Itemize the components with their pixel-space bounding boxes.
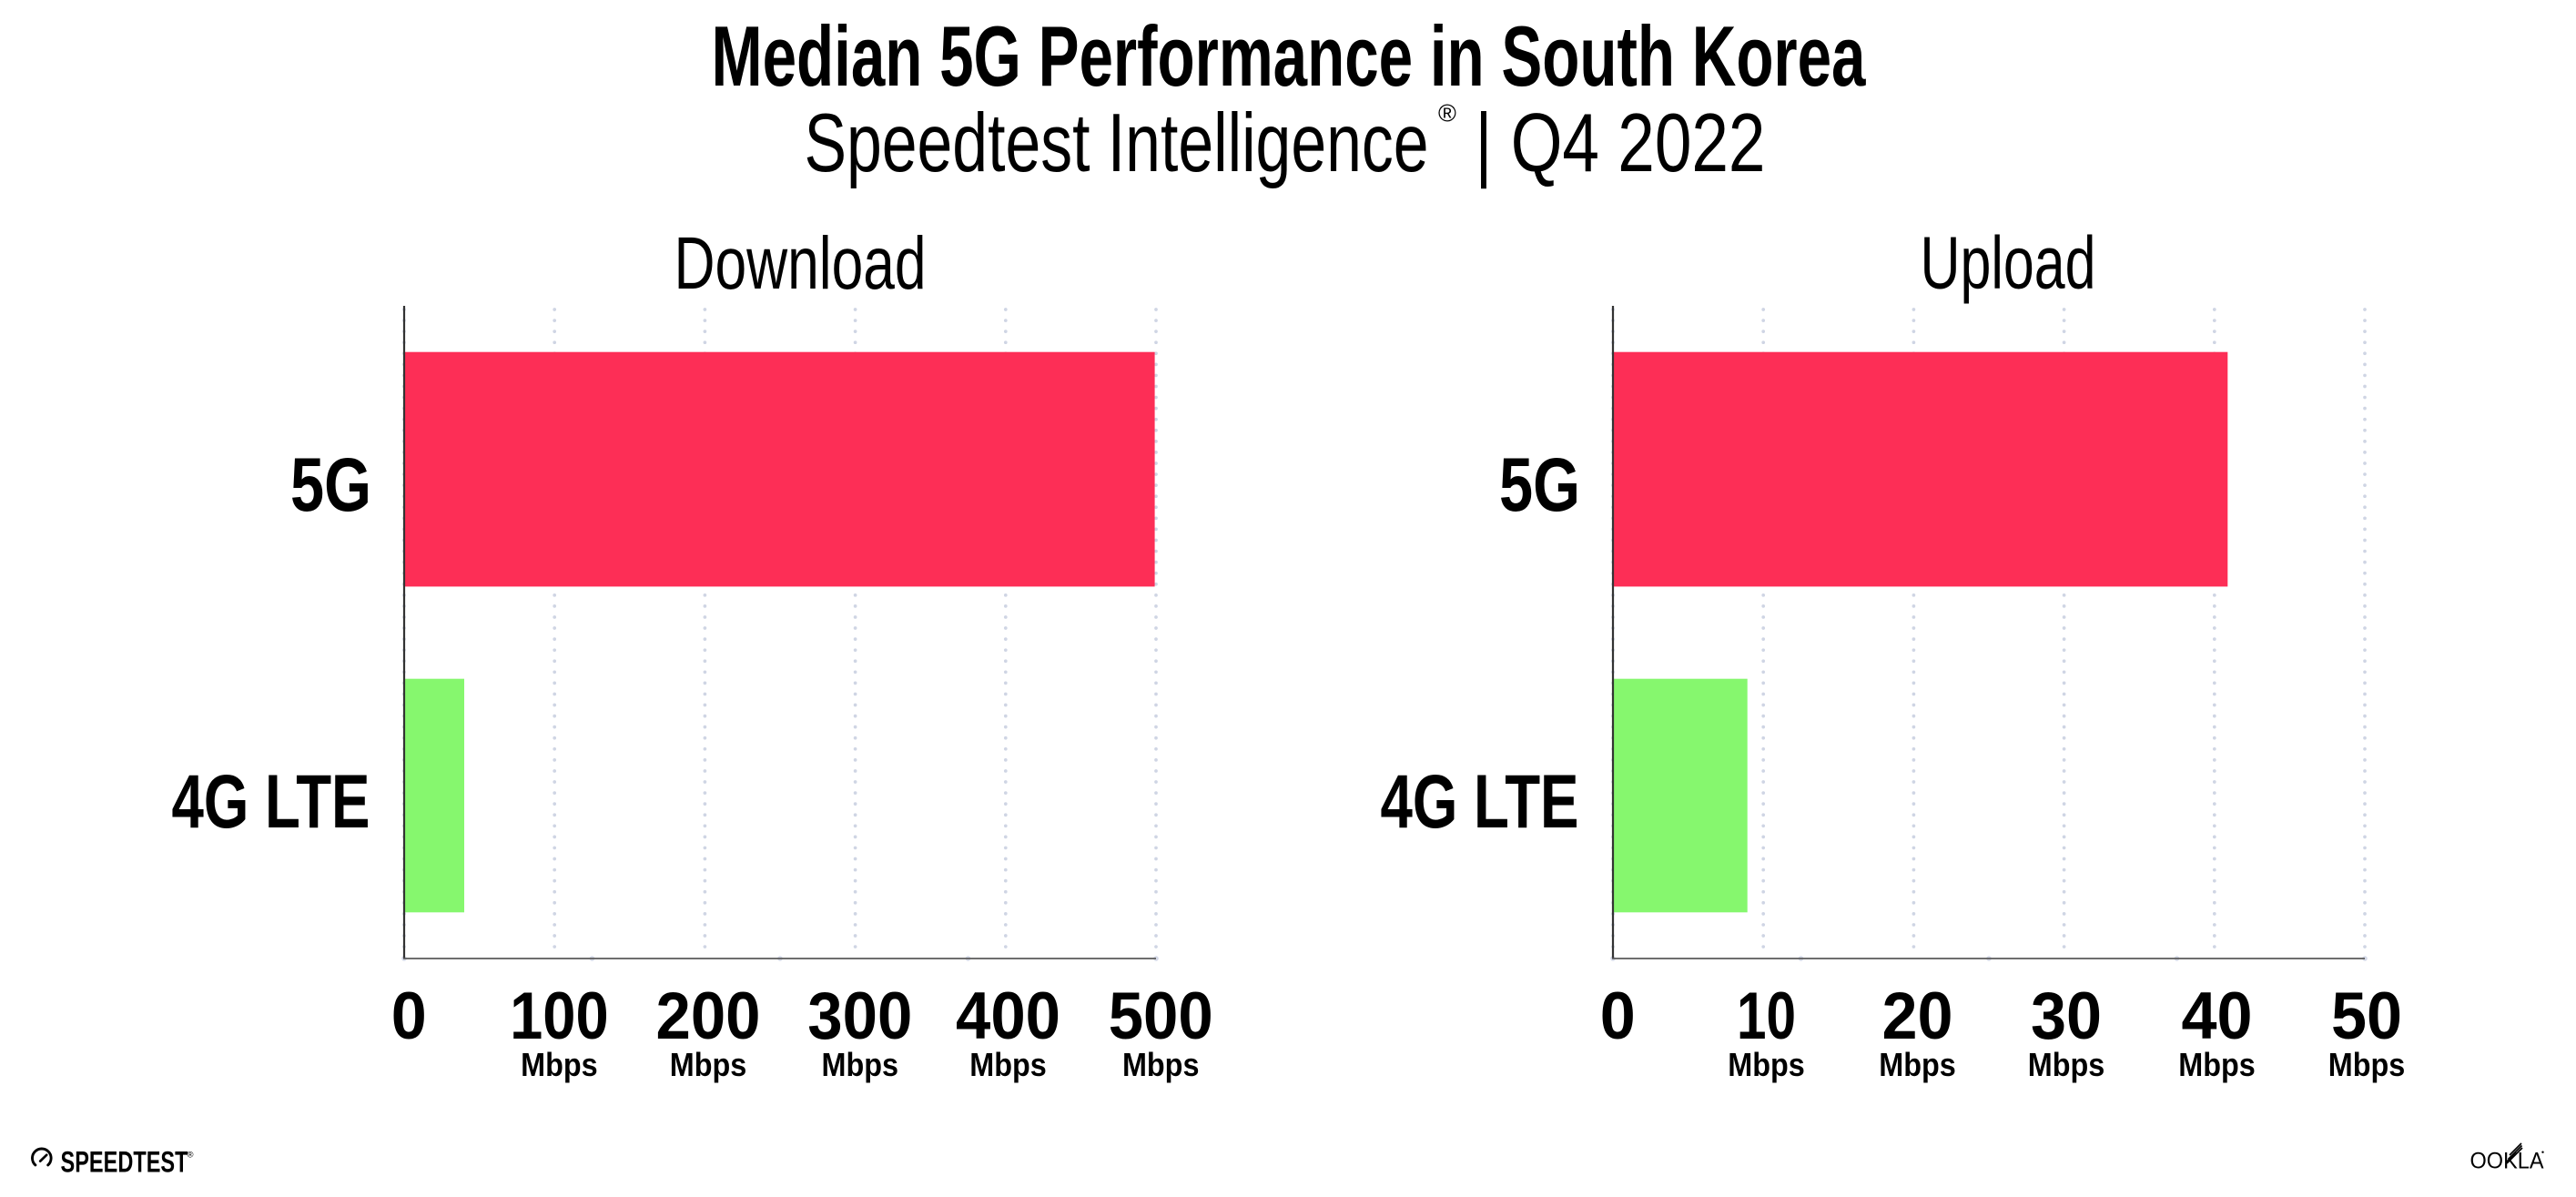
svg-text:5G: 5G (1499, 441, 1580, 527)
svg-text:0: 0 (1600, 978, 1636, 1053)
svg-text:4G LTE: 4G LTE (172, 758, 370, 844)
svg-text:100: 100 (510, 978, 609, 1053)
svg-text:0: 0 (391, 978, 427, 1053)
svg-text:Mbps: Mbps (2028, 1046, 2105, 1083)
svg-text:20: 20 (1882, 978, 1953, 1053)
svg-text:400: 400 (956, 978, 1060, 1053)
svg-text:SPEEDTEST: SPEEDTEST (61, 1145, 188, 1178)
svg-text:Mbps: Mbps (521, 1046, 598, 1083)
svg-text:40: 40 (2182, 978, 2253, 1053)
svg-text:Mbps: Mbps (1728, 1046, 1805, 1083)
svg-text:Mbps: Mbps (1879, 1046, 1956, 1083)
svg-text:5G: 5G (290, 441, 371, 527)
svg-text:Mbps: Mbps (822, 1046, 899, 1083)
svg-text:50: 50 (2331, 978, 2402, 1053)
svg-text:Mbps: Mbps (670, 1046, 747, 1083)
svg-text:500: 500 (1109, 978, 1213, 1053)
svg-text:Mbps: Mbps (1122, 1046, 1200, 1083)
svg-text:Mbps: Mbps (2328, 1046, 2406, 1083)
svg-text:Median 5G Performance in South: Median 5G Performance in South Korea (712, 8, 1867, 104)
svg-text:10: 10 (1737, 978, 1796, 1053)
svg-text:200: 200 (656, 978, 761, 1053)
svg-text:Download: Download (674, 222, 927, 305)
svg-text:Mbps: Mbps (2178, 1046, 2256, 1083)
svg-text:30: 30 (2031, 978, 2102, 1053)
svg-text:®: ® (188, 1151, 194, 1161)
svg-text:| Q4 2022: | Q4 2022 (1476, 97, 1766, 189)
svg-text:®: ® (1438, 100, 1456, 127)
svg-text:OOKLA: OOKLA (2470, 1149, 2544, 1174)
svg-text:Mbps: Mbps (969, 1046, 1047, 1083)
svg-text:Speedtest Intelligence: Speedtest Intelligence (805, 97, 1429, 189)
svg-text:4G LTE: 4G LTE (1381, 758, 1579, 844)
svg-text:300: 300 (807, 978, 912, 1053)
svg-text:Upload: Upload (1921, 222, 2096, 305)
